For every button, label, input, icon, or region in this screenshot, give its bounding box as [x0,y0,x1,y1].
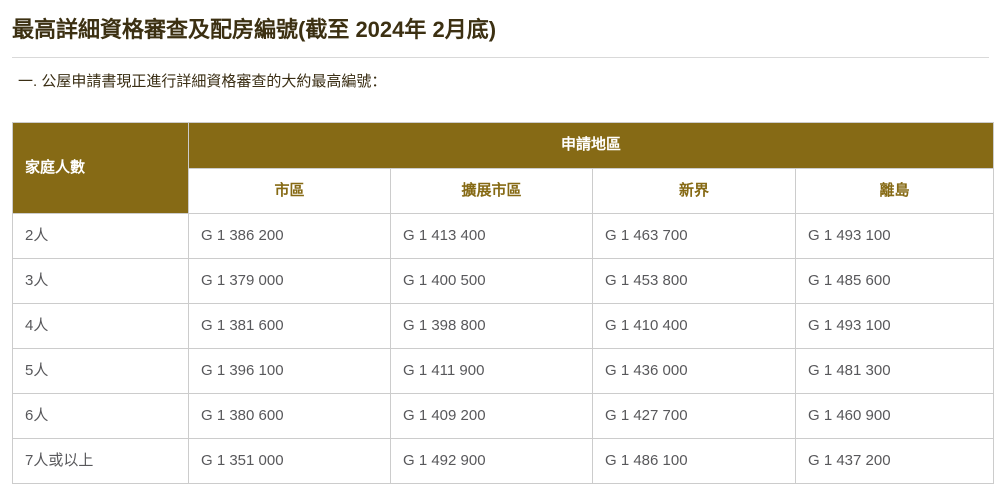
table-row: 4人 G 1 381 600 G 1 398 800 G 1 410 400 G… [12,302,995,349]
vetting-number-cell: G 1 493 100 [794,212,995,259]
page: 最高詳細資格審查及配房編號(截至 2024年 2月底) 一. 公屋申請書現正進行… [12,17,995,484]
vetting-number-cell: G 1 481 300 [794,347,995,394]
household-size-cell: 3人 [12,257,189,304]
vetting-number-cell: G 1 437 200 [794,437,995,484]
household-size-cell: 6人 [12,392,189,439]
vetting-number-cell: G 1 493 100 [794,302,995,349]
vetting-number-cell: G 1 463 700 [592,212,796,259]
col-header-new-territories: 新界 [592,167,796,214]
vetting-number-cell: G 1 380 600 [188,392,391,439]
vetting-numbers-table: 家庭人數 申請地區 市區 擴展市區 新界 離島 2人 G 1 386 200 G… [12,121,995,484]
table-body: 2人 G 1 386 200 G 1 413 400 G 1 463 700 G… [12,212,995,484]
title-divider [12,56,989,58]
household-size-cell: 2人 [12,212,189,259]
col-header-application-district: 申請地區 [187,121,995,169]
vetting-number-cell: G 1 486 100 [592,437,796,484]
group-header-row: 家庭人數 申請地區 [12,121,995,214]
vetting-number-cell: G 1 351 000 [188,437,391,484]
vetting-number-cell: G 1 453 800 [592,257,796,304]
vetting-number-cell: G 1 492 900 [390,437,593,484]
household-size-cell: 7人或以上 [12,437,189,484]
vetting-number-cell: G 1 411 900 [390,347,593,394]
table-row: 2人 G 1 386 200 G 1 413 400 G 1 463 700 G… [12,212,995,259]
vetting-number-cell: G 1 396 100 [188,347,391,394]
vetting-number-cell: G 1 386 200 [188,212,391,259]
vetting-number-cell: G 1 436 000 [592,347,796,394]
col-header-islands: 離島 [794,167,995,214]
table-row: 6人 G 1 380 600 G 1 409 200 G 1 427 700 G… [12,392,995,439]
vetting-number-cell: G 1 410 400 [592,302,796,349]
col-header-urban: 市區 [188,167,391,214]
vetting-number-cell: G 1 398 800 [390,302,593,349]
intro-text: 一. 公屋申請書現正進行詳細資格審查的大約最高編號： [18,72,387,90]
vetting-number-cell: G 1 485 600 [794,257,995,304]
vetting-number-cell: G 1 379 000 [188,257,391,304]
table-header: 家庭人數 申請地區 市區 擴展市區 新界 離島 [12,121,995,214]
vetting-number-cell: G 1 460 900 [794,392,995,439]
col-header-extended-urban: 擴展市區 [390,167,593,214]
table-row: 5人 G 1 396 100 G 1 411 900 G 1 436 000 G… [12,347,995,394]
page-title: 最高詳細資格審查及配房編號(截至 2024年 2月底) [12,17,497,42]
table-row: 7人或以上 G 1 351 000 G 1 492 900 G 1 486 10… [12,437,995,484]
vetting-number-cell: G 1 409 200 [390,392,593,439]
vetting-number-cell: G 1 400 500 [390,257,593,304]
household-size-cell: 4人 [12,302,189,349]
col-header-household-size: 家庭人數 [12,121,189,214]
vetting-number-cell: G 1 381 600 [188,302,391,349]
table-row: 3人 G 1 379 000 G 1 400 500 G 1 453 800 G… [12,257,995,304]
household-size-cell: 5人 [12,347,189,394]
vetting-number-cell: G 1 413 400 [390,212,593,259]
region-header-row: 市區 擴展市區 新界 離島 [13,167,995,214]
vetting-number-cell: G 1 427 700 [592,392,796,439]
